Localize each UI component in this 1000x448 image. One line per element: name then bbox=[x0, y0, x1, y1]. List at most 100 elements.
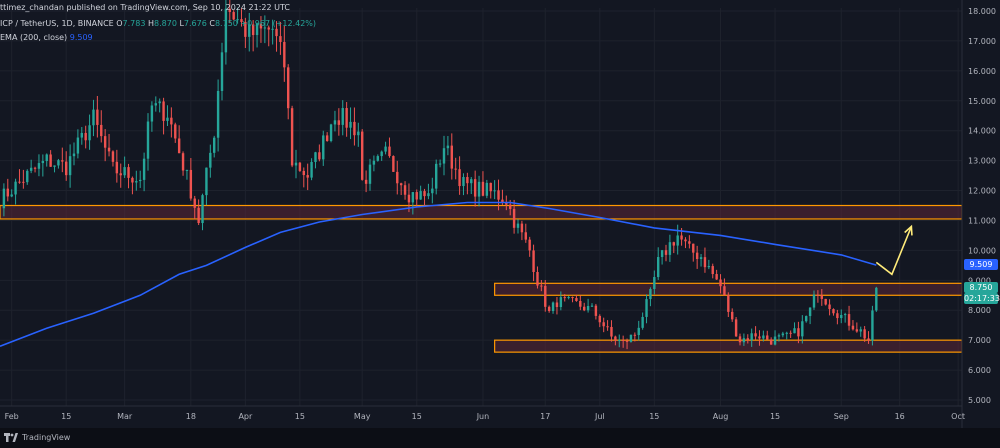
candle-body bbox=[805, 316, 808, 322]
publish-line: ttimez_chandan published on TradingView.… bbox=[0, 3, 290, 12]
price-tick-label: 5.000 bbox=[968, 396, 991, 405]
candle-body bbox=[337, 120, 341, 125]
candle-body bbox=[240, 19, 243, 22]
time-tick-label: 16 bbox=[895, 412, 905, 421]
candle-body bbox=[76, 137, 80, 154]
candle-body bbox=[547, 306, 551, 312]
candle-body bbox=[255, 23, 259, 36]
candle-body bbox=[871, 310, 874, 341]
candle-body bbox=[201, 195, 204, 224]
price-axis-bg bbox=[962, 0, 1000, 428]
candle-body bbox=[738, 336, 742, 343]
price-tick-label: 12.000 bbox=[968, 187, 996, 196]
candle-body bbox=[314, 152, 317, 162]
price-axis[interactable]: 5.000 6.000 7.000 8.000 9.000 10.000 11.000 12.… bbox=[961, 0, 1000, 428]
candle-body bbox=[119, 173, 122, 176]
candle-body bbox=[181, 153, 185, 171]
candle-body bbox=[41, 160, 45, 164]
ohlc-key: O bbox=[116, 19, 123, 28]
candle-body bbox=[766, 335, 769, 340]
candle-body bbox=[859, 329, 862, 332]
candle-body bbox=[820, 295, 823, 299]
candle-body bbox=[53, 165, 56, 167]
tradingview-brand[interactable]: TradingView bbox=[4, 433, 70, 442]
projection-arrow-head bbox=[904, 224, 913, 236]
symbol-legend[interactable]: ICP / TetherUS, 1D, BINANCE O7.783 H8.87… bbox=[0, 19, 316, 28]
price-tick-label: 11.000 bbox=[968, 216, 996, 225]
candle-body bbox=[509, 204, 512, 209]
candle-body bbox=[715, 274, 718, 280]
candle-body bbox=[388, 146, 391, 157]
candle-body bbox=[435, 163, 438, 189]
candle-body bbox=[734, 319, 738, 337]
candle-body bbox=[318, 152, 321, 160]
candle-body bbox=[372, 160, 376, 165]
candle-body bbox=[22, 181, 25, 183]
candle-body bbox=[368, 164, 372, 184]
candle-body bbox=[154, 103, 157, 106]
candle-body bbox=[855, 329, 859, 332]
candle-body bbox=[431, 188, 434, 194]
candle-body bbox=[325, 135, 329, 142]
candle-body bbox=[197, 207, 200, 224]
footer-bar: TradingView bbox=[0, 428, 1000, 448]
candle-body bbox=[664, 250, 668, 255]
candle-body bbox=[477, 181, 481, 197]
candle-body bbox=[92, 109, 95, 126]
candle-body bbox=[267, 27, 270, 30]
candle-body bbox=[672, 242, 675, 246]
support-resistance-zones bbox=[0, 204, 963, 353]
candle-body bbox=[271, 28, 274, 30]
candle-body bbox=[586, 306, 590, 311]
candle-body bbox=[707, 266, 711, 268]
candle-body bbox=[711, 266, 714, 275]
price-tick-label: 9.000 bbox=[968, 276, 991, 285]
candle-body bbox=[189, 169, 193, 199]
price-tick-label: 6.000 bbox=[968, 366, 991, 375]
candle-body bbox=[579, 301, 582, 307]
candle-body bbox=[544, 285, 547, 307]
candle-body bbox=[438, 163, 442, 165]
candle-body bbox=[528, 239, 531, 251]
time-tick-label: Oct bbox=[951, 412, 965, 421]
brand-name: TradingView bbox=[22, 433, 71, 442]
symbol-title: ICP / TetherUS, 1D, BINANCE bbox=[0, 19, 114, 28]
candle-body bbox=[532, 250, 535, 272]
candle-body bbox=[719, 279, 722, 287]
candle-body bbox=[306, 175, 309, 178]
price-tick-label: 8.000 bbox=[968, 306, 991, 315]
candle-body bbox=[177, 138, 181, 154]
candle-body bbox=[649, 288, 652, 300]
candle-body bbox=[847, 314, 851, 326]
candle-body bbox=[213, 137, 216, 153]
candle-body bbox=[633, 334, 637, 336]
candle-body bbox=[676, 235, 679, 246]
candle-body bbox=[836, 313, 839, 319]
countdown-tag: 02:17:33 bbox=[964, 292, 1000, 304]
time-tick-label: Jun bbox=[476, 412, 490, 421]
candle-body bbox=[551, 302, 555, 312]
candle-body bbox=[754, 333, 757, 337]
time-axis[interactable]: Feb 15 Mar 18 Apr 15 May 15 Jun 17 Jul 15 Aug 15 Sep 16… bbox=[0, 405, 965, 421]
candle-body bbox=[294, 162, 298, 166]
candle-body bbox=[170, 117, 173, 125]
candle-body bbox=[216, 90, 220, 138]
candle-body bbox=[781, 333, 785, 336]
time-tick-label: Apr bbox=[238, 412, 253, 421]
candle-body bbox=[618, 339, 621, 341]
candle-body bbox=[14, 181, 17, 195]
candle-body bbox=[610, 326, 613, 337]
candle-body bbox=[33, 167, 37, 169]
ohlc-values: O7.783 H8.870 L7.676 C8.750 +0.967 (+12.… bbox=[116, 19, 316, 28]
candle-body bbox=[193, 198, 196, 208]
candle-body bbox=[727, 295, 730, 312]
ema-legend[interactable]: EMA (200, close) 9.509 bbox=[0, 33, 93, 42]
candle-body bbox=[380, 151, 383, 157]
candle-body bbox=[641, 316, 644, 328]
candle-body bbox=[746, 338, 749, 341]
candle-body bbox=[96, 109, 99, 125]
candle-body bbox=[419, 191, 422, 200]
candle-body bbox=[415, 192, 418, 200]
candle-body bbox=[758, 336, 761, 339]
